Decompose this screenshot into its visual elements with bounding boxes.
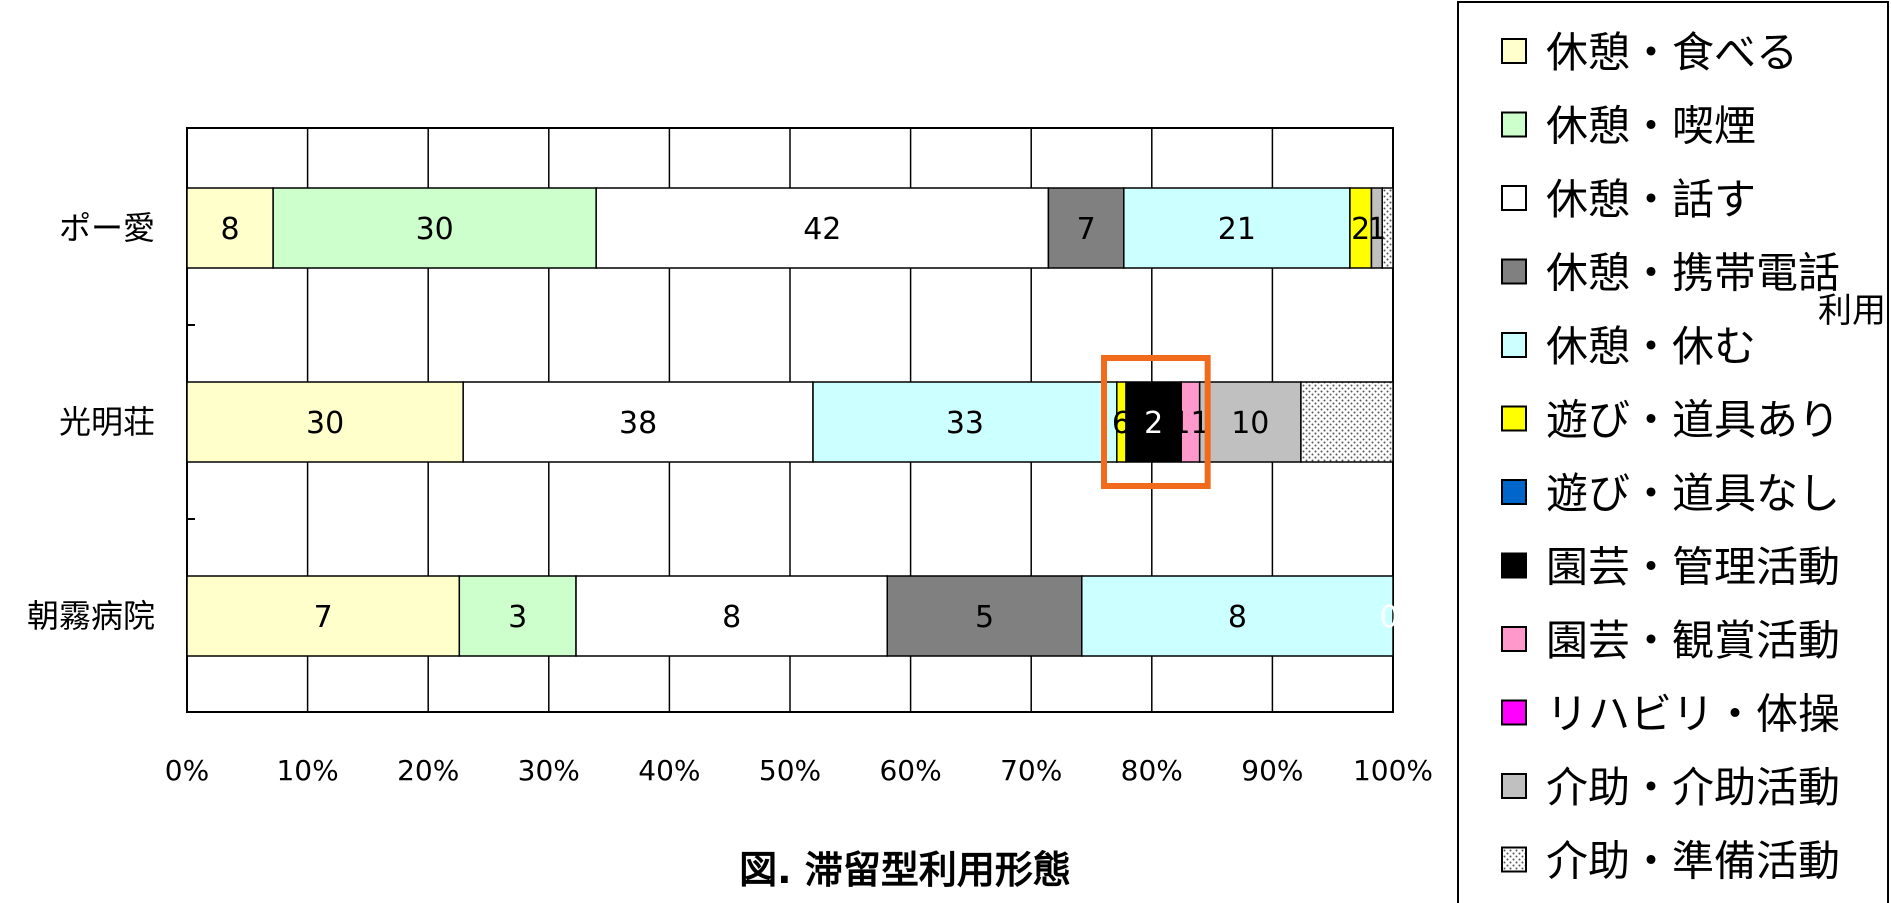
legend-label: 休憩・食べる	[1546, 28, 1798, 77]
legend-label: 休憩・話す	[1546, 175, 1756, 224]
data-label: 38	[619, 406, 657, 441]
legend-swatch	[1501, 405, 1527, 432]
highlight-box	[1101, 355, 1211, 489]
legend-label: 遊び・道具あり	[1546, 396, 1840, 445]
legend-label: 休憩・携帯電話	[1546, 249, 1840, 298]
x-tick-label: 30%	[518, 754, 580, 787]
data-label: 42	[803, 212, 841, 247]
x-tick-label: 90%	[1241, 754, 1303, 787]
legend-swatch	[1501, 258, 1527, 285]
legend-swatch	[1501, 773, 1527, 799]
data-label: 30	[306, 406, 344, 441]
x-tick-label: 100%	[1353, 754, 1433, 787]
legend-label: リハビリ・体操	[1546, 690, 1840, 739]
bar-segment	[1198, 381, 1302, 463]
category-label: 光明荘	[59, 403, 155, 441]
legend-swatch	[1501, 185, 1527, 211]
legend-label: 休憩・休む	[1546, 322, 1756, 371]
category-label: ポー愛	[59, 209, 155, 247]
x-tick-label: 80%	[1121, 754, 1183, 787]
data-label: 6	[1112, 406, 1131, 441]
x-tick-label: 50%	[759, 754, 821, 787]
data-label: 33	[946, 406, 984, 441]
data-label: 10	[1231, 406, 1269, 441]
data-label: 0	[1379, 600, 1398, 635]
legend-swatch	[1501, 699, 1527, 726]
legend-label: 休憩・喫煙	[1546, 102, 1756, 151]
data-label: 2	[1144, 406, 1163, 441]
bar-segment	[1381, 187, 1394, 269]
legend-extra-text: 利用	[1818, 291, 1886, 331]
chart-title: 図. 滞留型利用形態	[739, 848, 1071, 892]
data-label: 1	[1367, 212, 1386, 247]
bar-segment	[186, 575, 461, 657]
legend-swatch	[1501, 111, 1527, 138]
data-label: 21	[1218, 212, 1256, 247]
bar-segment	[462, 381, 814, 463]
x-tick-label: 20%	[397, 754, 459, 787]
bar-segment	[1047, 187, 1125, 269]
legend-swatch	[1501, 38, 1527, 64]
x-tick-label: 0%	[165, 754, 209, 787]
legend-swatch	[1501, 552, 1527, 579]
bar-segment	[1125, 381, 1183, 463]
data-label: 8	[221, 212, 240, 247]
bar-segment	[1300, 381, 1394, 463]
legend-swatch	[1501, 626, 1527, 652]
x-tick-label: 70%	[1000, 754, 1062, 787]
bar-segment	[272, 187, 597, 269]
bar-segment	[575, 575, 889, 657]
legend-swatch	[1501, 479, 1527, 505]
data-label: 11	[1171, 406, 1209, 441]
legend-label: 遊び・道具なし	[1546, 469, 1840, 518]
legend-label: 介助・準備活動	[1546, 837, 1840, 886]
data-label: 7	[1077, 212, 1096, 247]
data-label: 2	[1351, 212, 1370, 247]
legend-swatch	[1501, 846, 1527, 873]
data-label: 5	[975, 600, 994, 635]
legend-label: 介助・介助活動	[1546, 763, 1840, 812]
data-label: 8	[722, 600, 741, 635]
category-label: 朝霧病院	[27, 597, 155, 635]
x-tick-label: 10%	[276, 754, 338, 787]
data-label: 3	[508, 600, 527, 635]
bar-segment	[595, 187, 1050, 269]
data-label: 30	[416, 212, 454, 247]
bar-segment	[458, 575, 577, 657]
legend-label: 園芸・管理活動	[1546, 543, 1840, 592]
bar-segment	[1081, 575, 1394, 657]
x-tick-label: 40%	[638, 754, 700, 787]
bar-segment	[186, 187, 274, 269]
legend-swatch	[1501, 332, 1527, 358]
legend-box	[1457, 1, 1889, 903]
data-label: 8	[1228, 600, 1247, 635]
legend-label: 園芸・観賞活動	[1546, 616, 1840, 665]
data-label: 7	[314, 600, 333, 635]
bar-segment	[812, 381, 1118, 463]
x-tick-label: 60%	[879, 754, 941, 787]
bar-segment	[1123, 187, 1351, 269]
